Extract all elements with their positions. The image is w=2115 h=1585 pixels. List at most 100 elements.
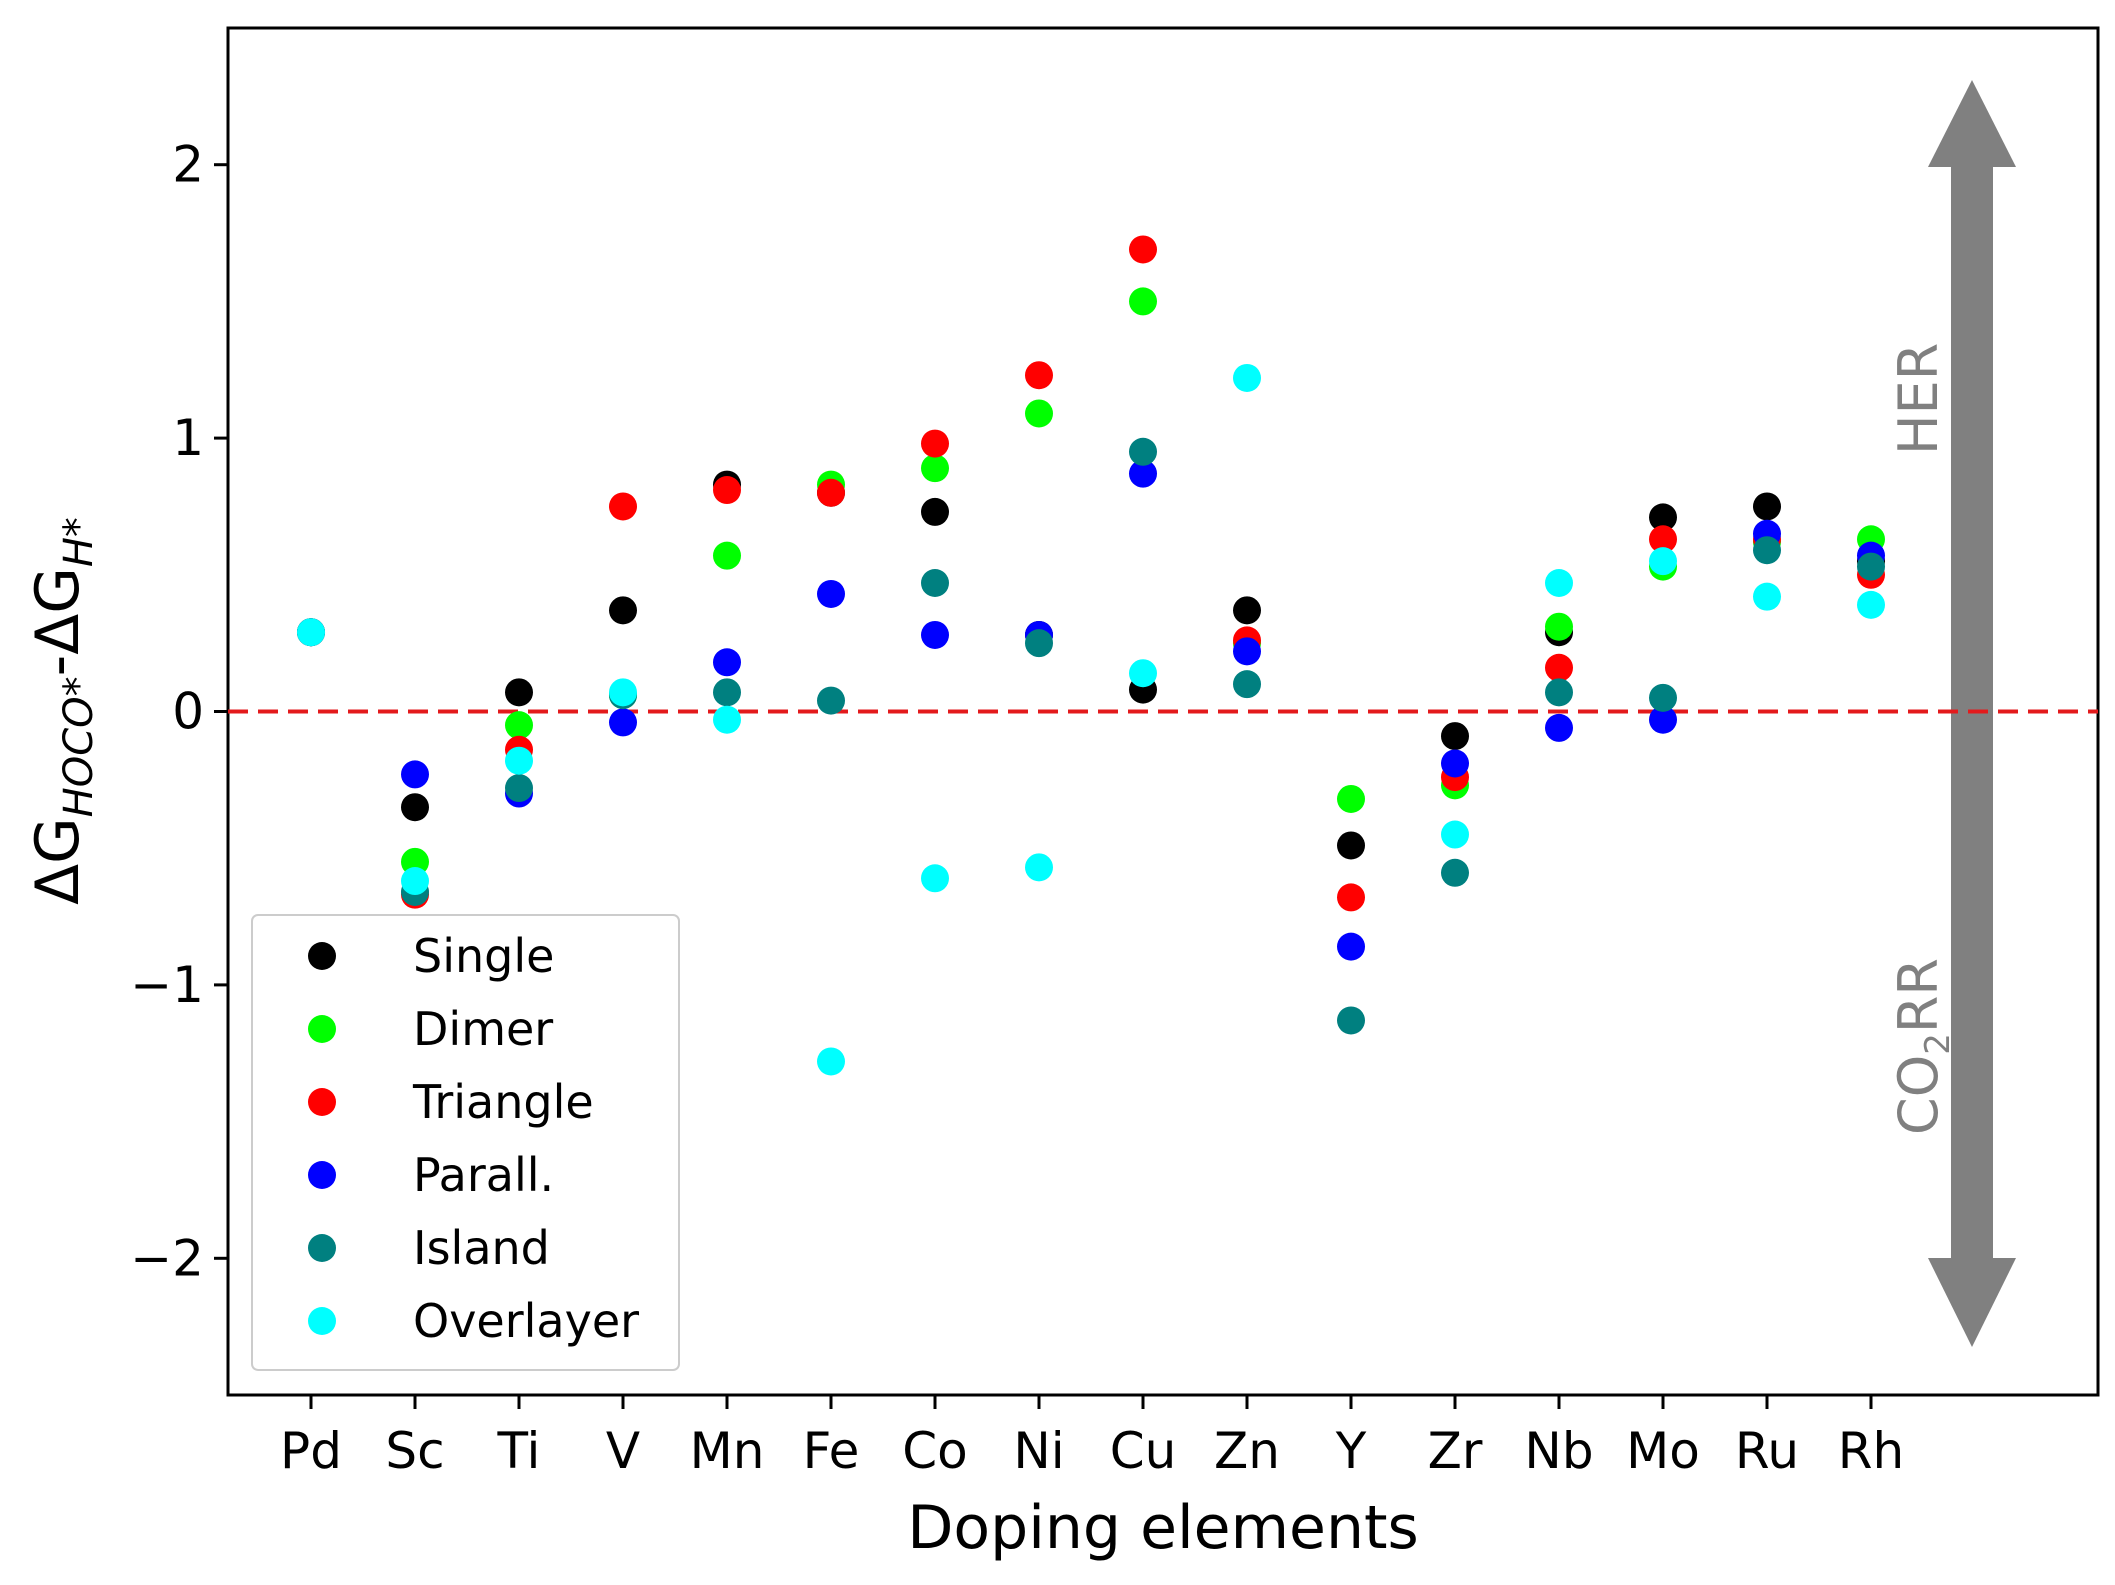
co2rr-label: CO2RR: [1887, 958, 1958, 1135]
legend-label: Overlayer: [413, 1294, 639, 1348]
data-point: [609, 596, 637, 625]
data-point: [1545, 612, 1573, 641]
x-tick-label: V: [606, 1422, 640, 1480]
x-tick-label: Rh: [1838, 1422, 1904, 1480]
x-tick-label: Nb: [1524, 1422, 1593, 1480]
x-tick-label: Cu: [1110, 1422, 1177, 1480]
data-point: [1129, 459, 1157, 488]
y-axis: 2 1 0 −1 −2: [130, 136, 228, 1287]
data-point: [817, 1047, 845, 1076]
x-tick-label: Zn: [1214, 1422, 1280, 1480]
data-point: [1545, 713, 1573, 742]
data-point: [1129, 235, 1157, 264]
series-overlayer: [297, 363, 1885, 1076]
series-dimer: [297, 287, 1885, 876]
data-point: [1233, 596, 1261, 625]
data-point: [1025, 629, 1053, 658]
data-point: [1649, 503, 1677, 532]
data-point: [609, 708, 637, 737]
data-point: [1337, 831, 1365, 860]
y-tick-label: 2: [172, 136, 204, 194]
x-tick-label: Ni: [1013, 1422, 1064, 1480]
legend-marker: [308, 1088, 336, 1116]
data-point: [401, 847, 429, 876]
legend: Single Dimer Triangle Parall. Island Overlaye…: [251, 914, 680, 1371]
data-point: [1233, 670, 1261, 699]
data-point: [1337, 1006, 1365, 1035]
data-point: [713, 476, 741, 505]
data-point: [1129, 437, 1157, 466]
data-point: [505, 746, 533, 775]
x-tick-label: Pd: [280, 1422, 342, 1480]
legend-label: Single: [413, 929, 554, 983]
data-point: [713, 541, 741, 570]
data-point: [505, 711, 533, 740]
data-point: [817, 686, 845, 715]
legend-label: Island: [413, 1221, 550, 1275]
data-point: [1441, 722, 1469, 751]
series-island: [297, 437, 1885, 1035]
data-point: [1857, 590, 1885, 619]
data-point: [713, 648, 741, 677]
data-point: [1337, 784, 1365, 813]
data-point: [1337, 932, 1365, 961]
data-point: [1025, 853, 1053, 882]
data-point: [921, 429, 949, 458]
data-point: [1545, 653, 1573, 682]
legend-marker: [308, 1015, 336, 1043]
data-point: [1753, 492, 1781, 521]
data-point: [1857, 552, 1885, 581]
x-tick-label: Fe: [803, 1422, 860, 1480]
legend-marker: [308, 1234, 336, 1262]
x-tick-label: Mn: [690, 1422, 765, 1480]
data-point: [817, 579, 845, 608]
data-point: [1025, 399, 1053, 428]
data-point: [1649, 705, 1677, 734]
legend-label: Parall.: [413, 1148, 554, 1202]
x-tick-label: Co: [902, 1422, 968, 1480]
data-point: [1753, 536, 1781, 565]
y-tick-label: 1: [172, 409, 204, 467]
her-label: HER: [1887, 343, 1950, 455]
data-point: [401, 867, 429, 896]
data-point: [505, 774, 533, 803]
data-point: [1233, 637, 1261, 666]
data-point: [609, 678, 637, 707]
y-tick-label: −1: [130, 956, 204, 1014]
legend-marker: [308, 1307, 336, 1335]
x-tick-label: Zr: [1428, 1422, 1483, 1480]
data-point: [297, 618, 325, 647]
legend-marker: [308, 1161, 336, 1189]
legend-label: Dimer: [413, 1002, 553, 1056]
data-point: [1025, 361, 1053, 390]
y-tick-label: −2: [130, 1229, 204, 1287]
data-point: [401, 760, 429, 789]
legend-label: Triangle: [412, 1075, 594, 1129]
data-point: [401, 793, 429, 822]
data-point: [1441, 858, 1469, 887]
data-point: [1545, 569, 1573, 598]
x-tick-label: Ti: [497, 1422, 541, 1480]
data-point: [1441, 820, 1469, 849]
x-tick-label: Ru: [1735, 1422, 1799, 1480]
data-point: [1129, 287, 1157, 316]
data-point: [921, 864, 949, 893]
data-point: [1649, 683, 1677, 712]
data-point: [921, 454, 949, 483]
data-point: [921, 497, 949, 526]
x-axis-title: Doping elements: [907, 1493, 1419, 1563]
data-point: [817, 478, 845, 507]
data-point: [1649, 547, 1677, 576]
data-point: [1545, 678, 1573, 707]
data-point: [1649, 525, 1677, 554]
x-tick-label: Mo: [1626, 1422, 1700, 1480]
data-points: [297, 235, 1885, 1076]
data-point: [713, 705, 741, 734]
data-point: [1753, 582, 1781, 611]
legend-box: [251, 914, 680, 1371]
data-point: [713, 678, 741, 707]
x-axis: Pd Sc Ti V Mn Fe Co Ni Cu Zn Y Zr Nb Mo Ru Rh: [280, 1395, 1904, 1480]
data-point: [921, 620, 949, 649]
data-point: [1441, 749, 1469, 778]
